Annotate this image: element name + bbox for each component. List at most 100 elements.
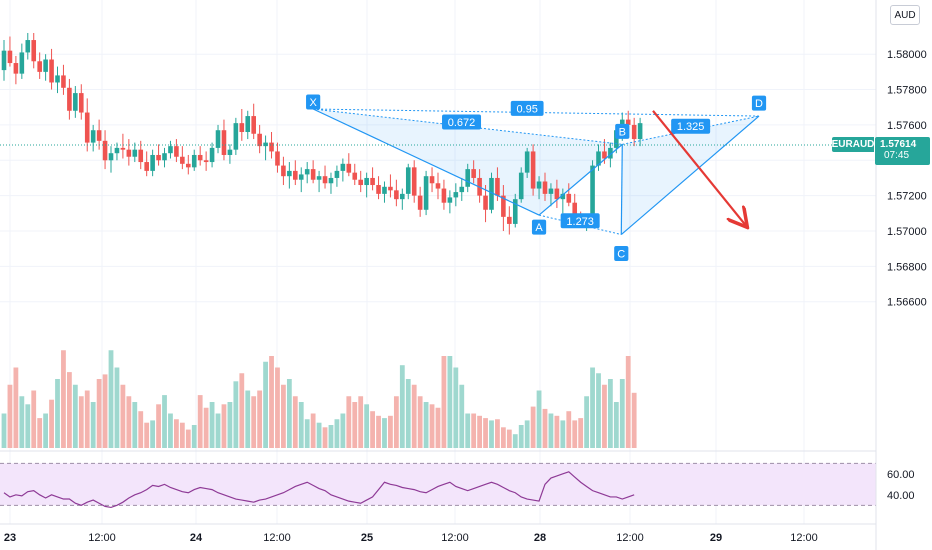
symbol-price-tag: EURAUD xyxy=(831,137,875,152)
time-axis[interactable]: 23 12:00 24 12:00 25 12:00 28 12:00 29 12:00 xyxy=(4,532,818,544)
volume-bar xyxy=(548,413,554,448)
volume-bar xyxy=(506,429,512,448)
pattern-point-c: C xyxy=(614,246,629,262)
volume-bar xyxy=(429,404,435,448)
time-tick-label: 12:00 xyxy=(790,532,818,544)
price-tick-label: 1.57200 xyxy=(887,191,927,203)
time-tick-label: 12:00 xyxy=(263,532,291,544)
volume-bar xyxy=(185,429,191,448)
candle xyxy=(90,124,96,152)
candle xyxy=(352,163,358,186)
candle xyxy=(376,176,381,200)
volume-bar xyxy=(162,395,167,448)
volume-bar xyxy=(275,367,280,448)
time-tick-label: 25 xyxy=(361,532,373,544)
volume-bar xyxy=(465,413,471,448)
volume-bar xyxy=(417,396,423,448)
volume-bar xyxy=(168,413,173,448)
volume-bar xyxy=(393,396,399,448)
candle xyxy=(483,185,488,223)
candle xyxy=(31,32,37,69)
candle xyxy=(310,160,316,184)
candle xyxy=(239,109,245,141)
volume-bar xyxy=(584,396,590,448)
candle xyxy=(388,174,393,198)
volume-bar xyxy=(619,379,625,448)
svg-text:C: C xyxy=(617,249,625,261)
candle xyxy=(400,188,405,210)
volume-bar xyxy=(66,372,72,448)
volume-bar xyxy=(108,350,114,448)
currency-badge[interactable]: AUD xyxy=(890,5,920,25)
volume-bar xyxy=(631,392,637,448)
time-tick-label: 12:00 xyxy=(88,532,116,544)
svg-text:X: X xyxy=(309,97,317,109)
volume-bar xyxy=(364,404,370,448)
volume-bar xyxy=(471,413,477,448)
time-tick-label: 12:00 xyxy=(441,532,469,544)
volume-bar xyxy=(203,407,209,448)
candle xyxy=(126,139,132,166)
svg-text:B: B xyxy=(619,126,626,138)
candle xyxy=(73,86,78,118)
volume-bar xyxy=(322,427,328,448)
volume-bar xyxy=(382,418,387,448)
volume-bar xyxy=(245,390,251,448)
volume-bar xyxy=(31,390,37,448)
candle xyxy=(441,179,447,210)
pattern-point-d: D xyxy=(751,95,767,111)
candle xyxy=(346,153,352,177)
volume-bar xyxy=(78,396,84,448)
candle xyxy=(453,183,459,207)
volume-bar xyxy=(197,395,203,448)
volume-bar xyxy=(72,384,78,448)
volume-bar xyxy=(286,379,292,448)
pattern-ratio-label: 0.95 xyxy=(510,100,544,116)
candle xyxy=(637,117,643,147)
volume-bar xyxy=(144,422,150,448)
bar-countdown: 07:45 xyxy=(884,150,910,161)
rsi-tick-label: 60.00 xyxy=(887,469,915,481)
pattern-leg xyxy=(620,115,760,235)
volume-bar xyxy=(607,379,613,448)
candle xyxy=(530,144,536,196)
volume-bar xyxy=(43,413,49,448)
price-tick-label: 1.57800 xyxy=(887,85,927,97)
candle xyxy=(19,43,25,79)
candle xyxy=(542,172,548,201)
candle xyxy=(67,78,72,120)
price-tick-label: 1.56600 xyxy=(887,297,927,309)
candle xyxy=(411,160,417,203)
volume-bar xyxy=(25,404,31,448)
candle xyxy=(78,84,84,120)
candle xyxy=(203,151,209,171)
candle xyxy=(405,163,411,200)
svg-text:0.95: 0.95 xyxy=(516,103,537,115)
volume-bar xyxy=(174,419,179,448)
candle xyxy=(55,66,60,94)
candle xyxy=(596,144,601,171)
price-tick-label: 1.57000 xyxy=(887,226,927,238)
volume-bar xyxy=(399,365,405,448)
volume-bar xyxy=(298,402,304,448)
pattern-leg xyxy=(620,144,623,235)
candle xyxy=(227,144,233,164)
volume-bar xyxy=(233,381,239,448)
candle xyxy=(43,54,48,81)
volume-bar xyxy=(352,402,358,448)
candle xyxy=(358,170,363,193)
candle xyxy=(25,32,31,60)
price-tick-label: 1.56800 xyxy=(887,261,927,273)
pattern-leg xyxy=(312,108,540,216)
volume-bar xyxy=(483,418,488,448)
candle xyxy=(429,167,435,193)
volume-bar xyxy=(423,402,429,448)
volume-bar xyxy=(542,408,548,448)
candle xyxy=(180,146,185,170)
volume-bar xyxy=(269,356,274,448)
volume-bar xyxy=(370,411,375,448)
rsi-line xyxy=(3,471,635,509)
candle xyxy=(382,181,387,203)
volume-bar xyxy=(536,390,542,448)
